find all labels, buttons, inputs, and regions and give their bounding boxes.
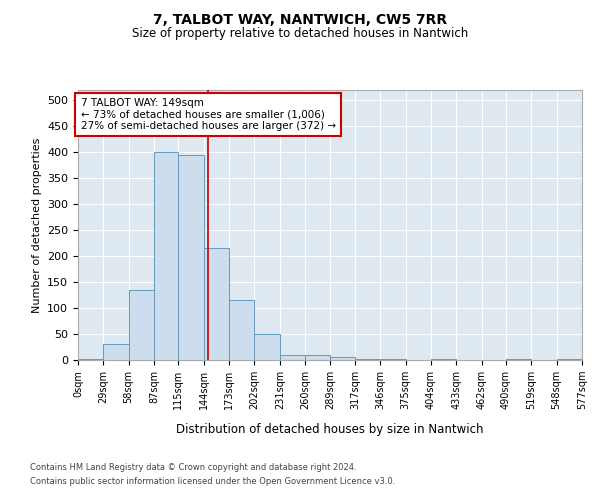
Bar [280,355,305,360]
Bar [154,152,178,360]
Bar [178,155,204,360]
Bar [254,334,280,360]
Text: Distribution of detached houses by size in Nantwich: Distribution of detached houses by size … [176,422,484,436]
Text: 7, TALBOT WAY, NANTWICH, CW5 7RR: 7, TALBOT WAY, NANTWICH, CW5 7RR [153,12,447,26]
Bar [331,358,355,360]
Y-axis label: Number of detached properties: Number of detached properties [32,138,41,312]
Bar [103,344,128,360]
Bar [229,300,254,360]
Text: 7 TALBOT WAY: 149sqm
← 73% of detached houses are smaller (1,006)
27% of semi-de: 7 TALBOT WAY: 149sqm ← 73% of detached h… [80,98,336,131]
Text: Contains HM Land Registry data © Crown copyright and database right 2024.: Contains HM Land Registry data © Crown c… [30,462,356,471]
Bar [355,359,380,360]
Bar [204,248,229,360]
Bar [78,359,103,360]
Bar [128,290,154,360]
Text: Size of property relative to detached houses in Nantwich: Size of property relative to detached ho… [132,28,468,40]
Text: Contains public sector information licensed under the Open Government Licence v3: Contains public sector information licen… [30,478,395,486]
Bar [305,355,331,360]
